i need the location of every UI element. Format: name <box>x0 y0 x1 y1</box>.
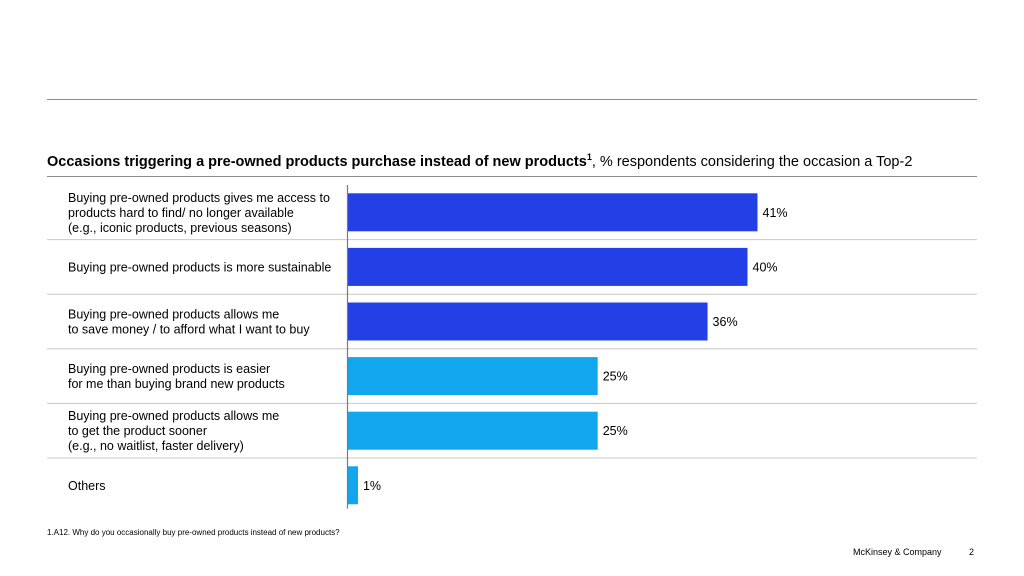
value-label: 25% <box>603 370 628 384</box>
chart-title-suffix: , % respondents considering the occasion… <box>591 154 913 170</box>
brand-name: McKinsey & Company <box>853 547 942 557</box>
bar <box>348 357 598 396</box>
value-label: 41% <box>763 206 788 220</box>
chart-title: Occasions triggering a pre-owned product… <box>47 153 977 171</box>
category-label: Buying pre-owned products allows me to ge… <box>68 409 279 453</box>
footnote: 1.A12. Why do you occasionally buy pre-o… <box>47 528 340 537</box>
title-divider <box>47 176 977 177</box>
bar <box>348 466 358 505</box>
bar <box>348 411 598 450</box>
value-label: 36% <box>713 315 738 329</box>
category-label: Buying pre-owned products is more sustai… <box>68 260 331 274</box>
category-label: Buying pre-owned products gives me acces… <box>68 191 330 235</box>
bar <box>348 247 748 286</box>
value-label: 1% <box>363 479 381 493</box>
top-divider <box>47 99 977 100</box>
category-label: Buying pre-owned products is easier for m… <box>68 362 285 391</box>
bar <box>348 193 758 232</box>
chart-title-footnote-marker: 1 <box>586 152 592 163</box>
category-label: Others <box>68 479 106 493</box>
page-number: 2 <box>969 547 975 557</box>
bar <box>348 302 708 341</box>
category-label: Buying pre-owned products allows me to sa… <box>68 308 310 337</box>
value-label: 25% <box>603 424 628 438</box>
chart-title-bold: Occasions triggering a pre-owned product… <box>47 154 587 170</box>
value-label: 40% <box>753 260 778 274</box>
